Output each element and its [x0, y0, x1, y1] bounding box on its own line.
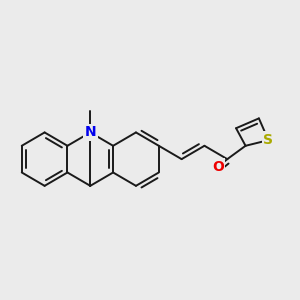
Text: S: S [263, 133, 273, 147]
Text: N: N [85, 125, 96, 140]
Text: O: O [212, 160, 224, 174]
